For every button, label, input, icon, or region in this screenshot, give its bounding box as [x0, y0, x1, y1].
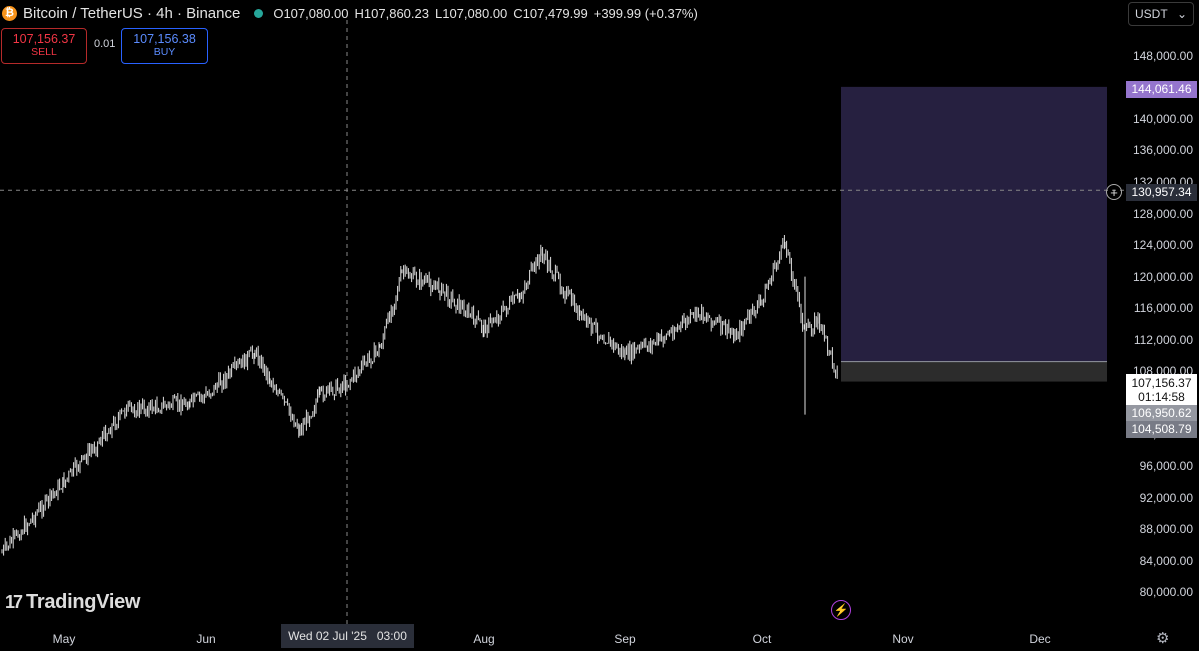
time-axis-label: Sep: [614, 632, 636, 646]
price-axis-tick: 96,000.00: [1139, 458, 1193, 473]
spread-value: 0.01: [94, 38, 116, 50]
price-axis-tick: 148,000.00: [1132, 48, 1193, 63]
time-axis-label: Nov: [892, 632, 914, 646]
ohlc-values: O107,080.00 H107,860.23 L107,080.00 C107…: [273, 6, 703, 21]
stop-loss-price-badge: 104,508.79: [1126, 421, 1197, 438]
last-price-value: 107,156.37: [1131, 376, 1192, 390]
price-axis-tick: 120,000.00: [1132, 269, 1193, 284]
chevron-down-icon: ⌄: [1176, 7, 1187, 21]
sell-price: 107,156.37: [12, 32, 76, 46]
buy-button[interactable]: 107,156.38 BUY: [121, 28, 208, 64]
gear-icon[interactable]: ⚙: [1156, 630, 1170, 647]
last-price-badge: 107,156.37 01:14:58: [1126, 374, 1197, 406]
tradingview-logo: 17 TradingView: [5, 591, 140, 614]
price-axis-tick: 112,000.00: [1133, 332, 1193, 347]
crosshair-price-badge: 130,957.34: [1126, 184, 1197, 201]
price-axis-tick: 140,000.00: [1132, 111, 1193, 126]
time-axis-label: Aug: [473, 632, 495, 646]
ohlc-close: C107,479.99: [513, 5, 588, 21]
sell-button[interactable]: 107,156.37 SELL: [1, 28, 87, 64]
price-axis-tick: 136,000.00: [1132, 143, 1193, 158]
ohlc-change: +399.99 (+0.37%): [593, 5, 698, 21]
symbol-title[interactable]: Bitcoin / TetherUS · 4h · Binance: [23, 4, 241, 22]
price-axis-tick: 80,000.00: [1139, 585, 1193, 600]
ohlc-low: L107,080.00: [434, 5, 508, 21]
currency-select[interactable]: USDT ⌄: [1128, 2, 1194, 26]
price-axis-tick: 88,000.00: [1139, 522, 1193, 537]
price-axis-tick: 128,000.00: [1132, 206, 1193, 221]
add-alert-icon[interactable]: +: [1106, 184, 1122, 200]
price-axis-tick: 124,000.00: [1132, 238, 1193, 253]
time-axis-label: Jun: [196, 632, 216, 646]
price-axis-tick: 92,000.00: [1139, 490, 1193, 505]
time-axis-label: Dec: [1029, 632, 1051, 646]
ohlc-open: O107,080.00: [273, 5, 349, 21]
stop-loss-zone: [841, 361, 1107, 382]
bitcoin-icon: ₿: [2, 5, 17, 21]
crosshair-time-badge: Wed 02 Jul '25 03:00: [281, 624, 414, 648]
buy-price: 107,156.38: [133, 32, 196, 46]
tradingview-mark-icon: 17: [5, 592, 23, 612]
bar-countdown: 01:14:58: [1138, 390, 1185, 404]
tradingview-logo-text: TradingView: [26, 591, 141, 613]
take-profit-price-badge: 144,061.46: [1126, 81, 1197, 98]
ohlc-high: H107,860.23: [354, 5, 429, 21]
time-axis-label: Oct: [752, 632, 772, 646]
buy-label: BUY: [153, 46, 176, 58]
sell-label: SELL: [31, 46, 57, 58]
symbol-legend: ₿ Bitcoin / TetherUS · 4h · Binance O107…: [0, 3, 704, 23]
bolt-icon[interactable]: ⚡: [831, 600, 851, 620]
price-axis-tick: 116,000.00: [1133, 301, 1193, 316]
take-profit-zone: [841, 86, 1107, 362]
entry-price-badge: 106,950.62: [1126, 405, 1197, 422]
price-axis-tick: 84,000.00: [1139, 553, 1193, 568]
currency-value: USDT: [1135, 7, 1168, 21]
market-status-icon: [254, 8, 264, 18]
time-axis-label: May: [52, 632, 76, 646]
